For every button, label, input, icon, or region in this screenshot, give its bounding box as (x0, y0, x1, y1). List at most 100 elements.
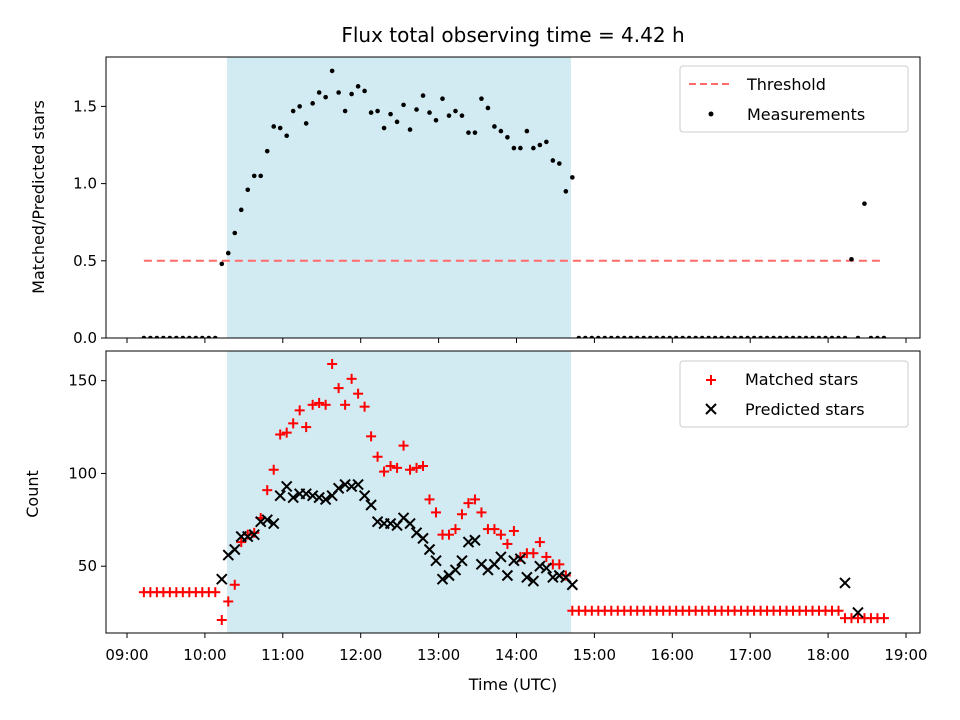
x-tick-label: 12:00 (339, 646, 382, 664)
observing-window-shading (226, 351, 572, 633)
observing-window-shading (226, 57, 572, 338)
measurement-point (420, 93, 426, 98)
measurement-point (660, 335, 666, 338)
measurement-point (595, 335, 601, 338)
predicted-star-point (371, 515, 384, 528)
measurement-point (277, 125, 283, 131)
predicted-star-point (229, 543, 241, 556)
predicted-star-point (540, 562, 553, 574)
measurement-point (303, 121, 309, 126)
measurement-point (751, 335, 757, 338)
measurement-point (167, 335, 173, 338)
panel-ratio: 0.0 0.5 1.0 1.5 Matched/Predicted stars Thr… (29, 56, 921, 347)
measurement-point (524, 128, 530, 134)
measurement-point (485, 105, 491, 111)
matched-star-point (262, 485, 273, 496)
measurement-point (634, 335, 640, 338)
legend-threshold-label: Threshold (746, 75, 826, 94)
x-tick-label: 10:00 (183, 646, 226, 664)
predicted-star-point (248, 528, 260, 541)
measurement-point (161, 335, 166, 338)
predicted-star-point (839, 577, 851, 589)
predicted-star-point (527, 575, 540, 587)
matched-star-point (301, 422, 312, 433)
matched-star-point (560, 570, 571, 581)
matched-star-point (392, 462, 403, 473)
x-tick-label: 09:00 (105, 646, 148, 664)
measurement-point (764, 335, 770, 338)
measurement-point (251, 173, 257, 179)
measurement-point (719, 335, 724, 338)
measurement-point (602, 335, 608, 338)
measurement-point (680, 335, 685, 338)
measurement-point (174, 335, 179, 338)
measurement-point (576, 335, 582, 338)
predicted-star-point (436, 573, 449, 585)
measurement-point (329, 68, 335, 74)
matched-star-point (288, 418, 299, 429)
matched-star-point (359, 401, 370, 412)
predicted-star-point (449, 564, 462, 576)
predicted-star-point (456, 554, 468, 567)
measurement-point (518, 145, 523, 151)
x-tick-label: 17:00 (729, 646, 772, 664)
matched-stars-series (138, 358, 889, 626)
measurement-point (829, 335, 835, 338)
y-tick-label: 0.5 (73, 252, 97, 270)
legend-bottom: Matched stars Predicted stars (679, 360, 909, 428)
measurement-point (479, 96, 484, 101)
predicted-star-point (553, 569, 566, 582)
legend-top: Threshold Measurements (679, 65, 909, 133)
measurement-point (693, 335, 698, 338)
measurement-point (544, 139, 549, 145)
y-tick-label: 150 (68, 372, 97, 390)
measurement-point (725, 335, 731, 338)
predicted-star-point (566, 579, 579, 591)
measurement-point (537, 142, 543, 148)
predicted-star-point (261, 514, 273, 526)
y-tick-label: 1.0 (73, 175, 97, 193)
measurement-point (641, 335, 647, 338)
panel-counts: 50 100 150 09:00 10:00 11:00 12:00 13:00 14:00 1… (23, 350, 928, 694)
measurement-point (563, 189, 569, 194)
measurement-point (673, 335, 679, 338)
measurement-point (570, 175, 575, 180)
matched-star-point (463, 498, 474, 509)
measurement-point (381, 125, 387, 131)
chart-title: Flux total observing time = 4.42 h (341, 23, 684, 47)
measurement-point (836, 335, 841, 338)
measurement-point (505, 134, 510, 140)
measurement-point (245, 187, 251, 193)
x-axis-ticks-top (126, 338, 907, 343)
predicted-star-point (242, 530, 254, 543)
matched-star-point (476, 507, 487, 518)
matched-star-point (327, 358, 338, 369)
x-tick-label: 18:00 (806, 646, 849, 664)
x-tick-label: 19:00 (884, 646, 927, 664)
x-axis-label: Time (UTC) (468, 675, 557, 694)
measurement-point (219, 261, 225, 267)
matched-star-point (307, 399, 318, 410)
measurement-point (355, 84, 361, 89)
measurement-point (842, 335, 848, 338)
measurement-point (699, 335, 705, 338)
measurement-point (654, 335, 660, 338)
measurement-point (310, 101, 315, 106)
matched-star-point (320, 399, 331, 410)
predicted-star-point (462, 536, 475, 548)
measurement-point (777, 335, 783, 338)
matched-star-point (346, 373, 357, 384)
predicted-star-point (514, 553, 527, 565)
predicted-star-point (365, 499, 377, 511)
measurement-point (206, 335, 212, 338)
x-tick-label: 14:00 (495, 646, 538, 664)
measurement-point (141, 335, 147, 338)
y-axis-ticks-bottom: 50 100 150 (68, 372, 106, 575)
matched-star-point (333, 383, 344, 394)
measurement-point (180, 335, 186, 338)
measurement-point (212, 335, 218, 338)
y-tick-label: 50 (78, 557, 97, 575)
predicted-star-point (521, 571, 533, 584)
legend-predicted-swatch (705, 403, 717, 415)
measurement-point (154, 335, 160, 338)
